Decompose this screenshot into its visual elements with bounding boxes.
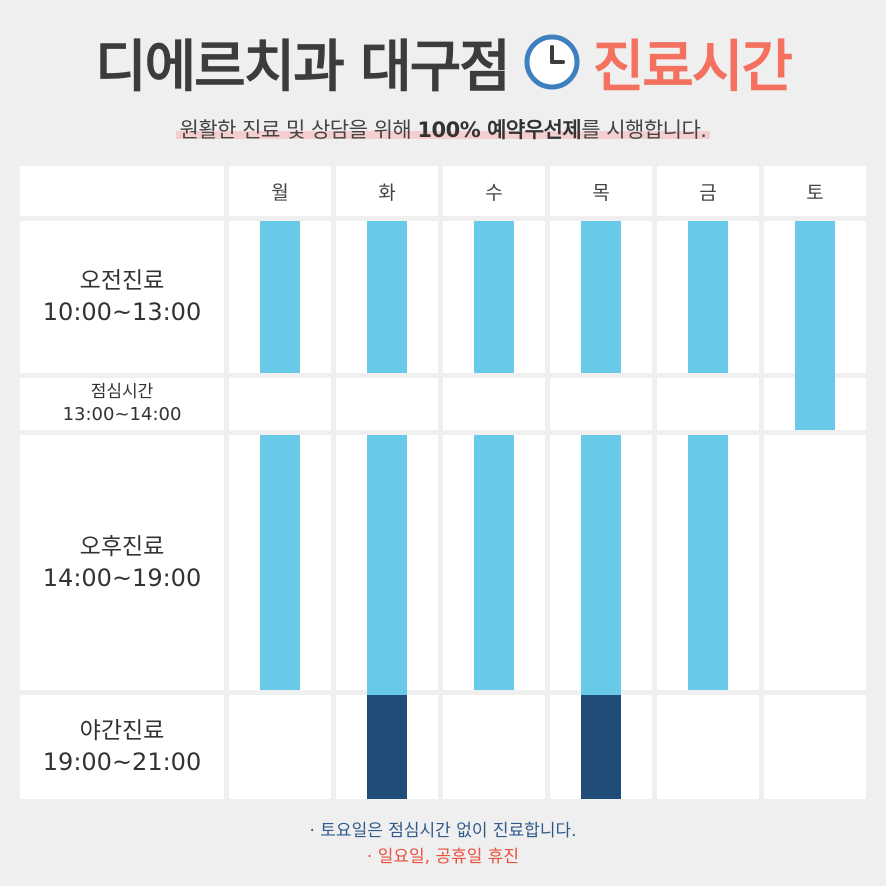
slot-cell <box>764 378 866 430</box>
slot-cell <box>443 695 545 799</box>
day-header-tue: 화 <box>336 166 438 216</box>
slot-cell <box>657 378 759 430</box>
slot-time: 13:00~14:00 <box>62 404 182 425</box>
slot-cell <box>764 221 866 373</box>
slot-time: 10:00~13:00 <box>42 298 202 326</box>
slot-cell <box>764 695 866 799</box>
subtitle: 원활한 진료 및 상담을 위해 100% 예약우선제를 시행합니다. <box>0 112 886 148</box>
slot-cell <box>336 378 438 430</box>
schedule-table: 월 화 수 목 금 토 오전진료 10:00~13:00 점심시간 13:00~… <box>20 166 866 799</box>
day-header-wed: 수 <box>443 166 545 216</box>
slot-cell <box>550 435 652 690</box>
slot-cell <box>764 435 866 690</box>
slot-cell <box>657 435 759 690</box>
slot-cell <box>657 695 759 799</box>
slot-cell <box>657 221 759 373</box>
slot-label-morning: 오전진료 10:00~13:00 <box>20 221 224 373</box>
slot-cell <box>550 695 652 799</box>
day-header-thu: 목 <box>550 166 652 216</box>
slot-time: 19:00~21:00 <box>42 748 202 776</box>
slot-cell <box>336 221 438 373</box>
slot-name: 오전진료 <box>79 268 165 294</box>
slot-name: 오후진료 <box>79 533 165 560</box>
slot-label-night: 야간진료 19:00~21:00 <box>20 695 224 799</box>
note-saturday: · 토요일은 점심시간 없이 진료합니다. <box>309 821 577 841</box>
note-holiday: · 일요일, 공휴일 휴진 <box>366 847 520 867</box>
subtitle-text-post: 를 시행합니다. <box>581 118 707 142</box>
page-title: 디에르치과 대구점 진료시간 <box>0 20 886 104</box>
slot-cell <box>550 378 652 430</box>
slot-cell <box>336 695 438 799</box>
title-accent: 진료시간 <box>592 34 793 100</box>
day-header-fri: 금 <box>657 166 759 216</box>
slot-cell <box>229 378 331 430</box>
slot-cell <box>336 435 438 690</box>
day-header-mon: 월 <box>229 166 331 216</box>
slot-cell <box>229 695 331 799</box>
subtitle-highlight: 원활한 진료 및 상담을 위해 100% 예약우선제를 시행합니다. <box>175 118 711 142</box>
slot-label-afternoon: 오후진료 14:00~19:00 <box>20 435 224 690</box>
subtitle-bold: 100% 예약우선제 <box>417 118 582 142</box>
slot-time: 14:00~19:00 <box>42 563 202 592</box>
slot-cell <box>443 221 545 373</box>
slot-cell <box>229 221 331 373</box>
slot-cell <box>550 221 652 373</box>
clock-icon <box>524 34 580 90</box>
slot-name: 점심시간 <box>90 382 154 402</box>
slot-name: 야간진료 <box>79 718 165 744</box>
corner-cell <box>20 166 224 216</box>
notes: · 토요일은 점심시간 없이 진료합니다. · 일요일, 공휴일 휴진 <box>0 818 886 870</box>
slot-cell <box>229 435 331 690</box>
day-header-sat: 토 <box>764 166 866 216</box>
subtitle-text-pre: 원활한 진료 및 상담을 위해 <box>179 118 418 142</box>
slot-label-lunch: 점심시간 13:00~14:00 <box>20 378 224 430</box>
slot-cell <box>443 435 545 690</box>
clinic-name: 디에르치과 대구점 <box>95 34 511 100</box>
slot-cell <box>443 378 545 430</box>
